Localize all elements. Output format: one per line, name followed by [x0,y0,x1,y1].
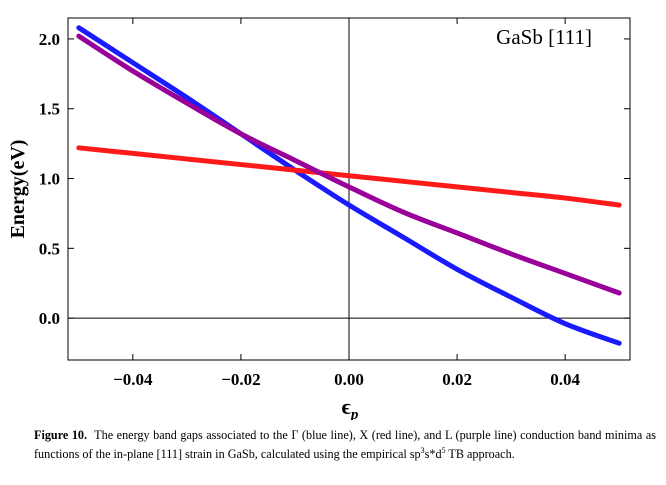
x-tick-label: 0.00 [334,370,364,389]
y-tick-label: 1.5 [39,100,60,119]
x-axis-ticks: −0.04 −0.02 0.00 0.02 0.04 [113,18,581,389]
caption-text-3: TB approach. [445,447,515,462]
caption-sup-1: 3 [420,446,425,455]
caption-text-1: The energy band gaps associated to the Γ… [34,428,656,462]
series-line-L [76,33,622,296]
figure-caption: Figure 10. The energy band gaps associat… [34,428,656,462]
x-axis-title-main: ϵ [342,394,351,419]
caption-sup-2: 5 [441,446,446,455]
x-tick-label: −0.04 [113,370,153,389]
x-tick-label: −0.02 [221,370,260,389]
y-tick-label: 1.0 [39,170,60,189]
series-line-Γ [76,25,622,346]
y-tick-label: 2.0 [39,30,60,49]
series-line-X [76,145,622,208]
plot-annotation: GaSb [111] [496,25,592,49]
caption-label: Figure 10. [34,428,88,442]
y-axis-title: Energy(eV) [7,140,29,239]
caption-text-2: s*d [424,447,442,462]
series-layer [76,25,622,346]
x-tick-label: 0.02 [442,370,472,389]
y-tick-label: 0.0 [39,309,60,328]
x-axis-title-sub: p [349,407,359,420]
x-axis-title: ϵp [342,394,359,420]
y-axis-ticks: 0.0 0.5 1.0 1.5 2.0 [39,30,630,328]
chart: −0.04 −0.02 0.00 0.02 0.04 0.0 0.5 1.0 1.5 2.0 G… [7,17,631,420]
x-tick-label: 0.04 [550,370,580,389]
y-tick-label: 0.5 [39,239,60,258]
